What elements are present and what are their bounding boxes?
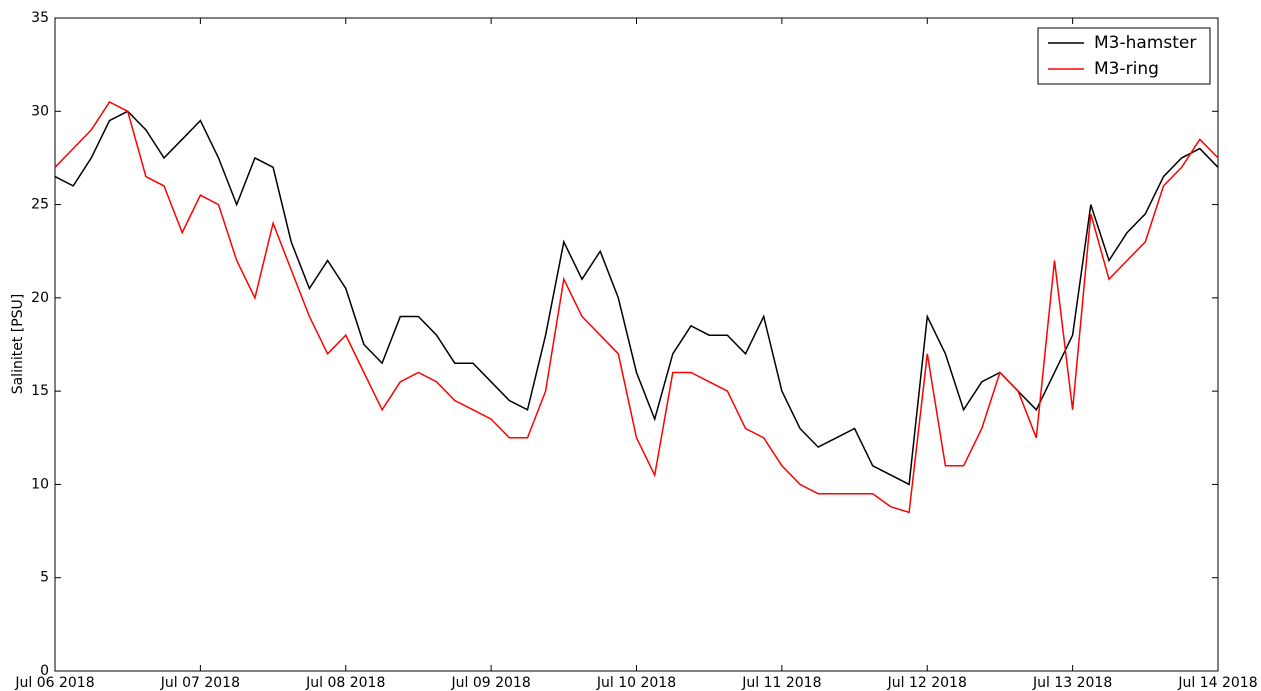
- legend-label: M3-hamster: [1094, 33, 1196, 53]
- y-tick-label: 5: [40, 570, 49, 586]
- y-tick-label: 10: [31, 476, 49, 492]
- x-tick-label: Jul 14 2018: [1177, 675, 1257, 691]
- x-tick-label: Jul 11 2018: [741, 675, 821, 691]
- y-tick-label: 20: [31, 290, 49, 306]
- x-tick-label: Jul 06 2018: [14, 675, 94, 691]
- y-tick-label: 35: [31, 10, 49, 26]
- series-line: [54, 110, 1219, 486]
- y-tick-label: 30: [31, 103, 49, 119]
- x-tick-label: Jul 13 2018: [1032, 675, 1112, 691]
- legend-box: [1037, 27, 1211, 85]
- y-tick-label: 0: [40, 663, 49, 679]
- x-tick-label: Jul 08 2018: [305, 675, 385, 691]
- x-tick-label: Jul 07 2018: [160, 675, 240, 691]
- y-tick-label: 25: [31, 197, 49, 213]
- series-line: [54, 101, 1219, 514]
- y-axis-label: Salinitet [PSU]: [10, 294, 26, 395]
- x-tick-label: Jul 09 2018: [451, 675, 531, 691]
- x-tick-label: Jul 10 2018: [596, 675, 676, 691]
- y-tick-label: 15: [31, 383, 49, 399]
- plot-frame: [54, 17, 1219, 672]
- x-tick-label: Jul 12 2018: [887, 675, 967, 691]
- legend-label: M3-ring: [1094, 59, 1159, 79]
